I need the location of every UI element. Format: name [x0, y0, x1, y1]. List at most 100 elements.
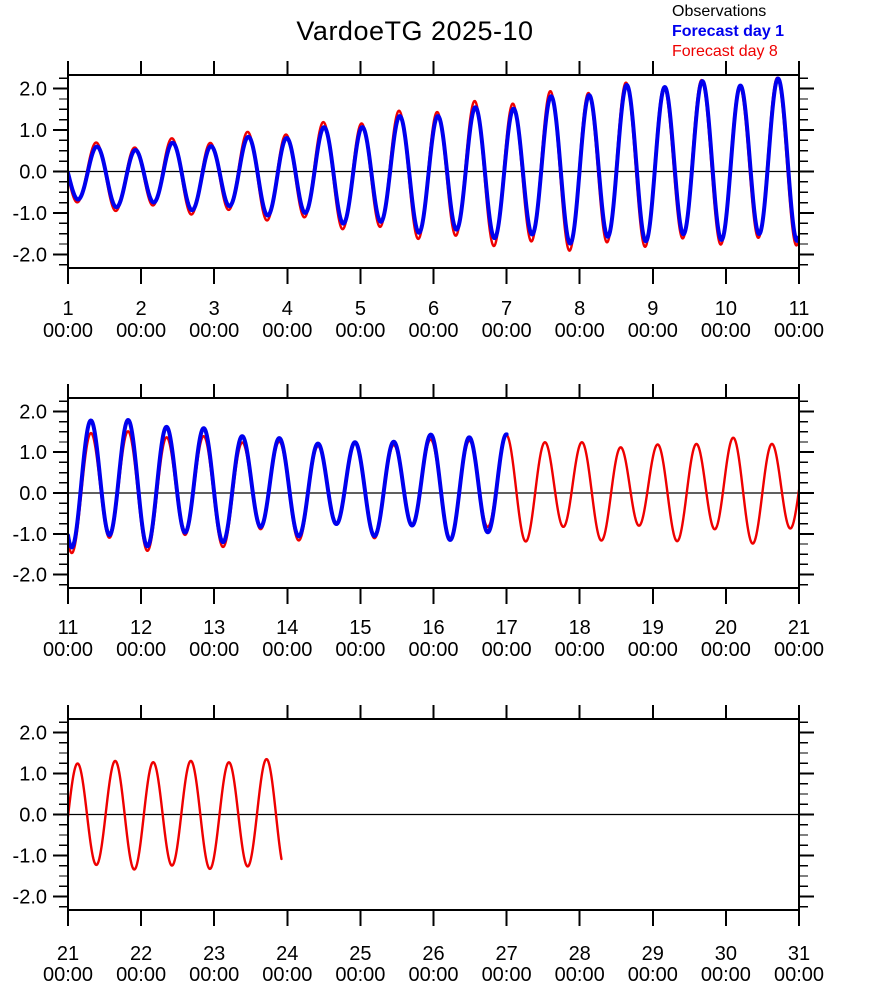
- legend-label: Observations: [672, 3, 767, 20]
- x-tick-day-label: 7: [501, 298, 512, 320]
- x-tick-day-label: 30: [715, 943, 737, 965]
- x-tick-time-label: 00:00: [116, 964, 166, 986]
- panel-1: -2.0-1.00.01.02.0100:00200:00300:00400:0…: [13, 61, 825, 342]
- x-tick-day-label: 13: [203, 617, 225, 639]
- x-tick-day-label: 3: [209, 298, 220, 320]
- x-tick-time-label: 00:00: [774, 639, 824, 661]
- x-tick-time-label: 00:00: [408, 320, 458, 342]
- y-tick-label: -2.0: [13, 244, 47, 266]
- x-tick-time-label: 00:00: [701, 964, 751, 986]
- series-line-forecast-day-8: [68, 757, 283, 871]
- x-tick-day-label: 24: [276, 943, 298, 965]
- x-tick-day-label: 11: [58, 617, 79, 639]
- x-tick-time-label: 00:00: [701, 320, 751, 342]
- x-tick-time-label: 00:00: [262, 964, 312, 986]
- x-tick-time-label: 00:00: [628, 964, 678, 986]
- y-tick-label: -1.0: [13, 845, 47, 867]
- y-tick-label: 1.0: [19, 442, 47, 464]
- x-tick-day-label: 25: [349, 943, 371, 965]
- x-tick-time-label: 00:00: [335, 639, 385, 661]
- axis-ticks: [53, 705, 814, 926]
- legend-label: Forecast day 8: [672, 43, 778, 60]
- x-tick-day-label: 18: [569, 617, 591, 639]
- x-tick-time-label: 00:00: [335, 320, 385, 342]
- x-tick-day-label: 8: [574, 298, 585, 320]
- x-tick-day-label: 4: [282, 298, 293, 320]
- x-tick-time-label: 00:00: [262, 320, 312, 342]
- axis-labels: -2.0-1.00.01.02.01100:001200:001300:0014…: [13, 401, 825, 661]
- x-tick-day-label: 22: [130, 943, 152, 965]
- x-tick-time-label: 00:00: [555, 320, 605, 342]
- y-tick-label: -2.0: [13, 565, 47, 587]
- y-tick-label: 1.0: [19, 764, 47, 786]
- x-tick-day-label: 21: [788, 617, 810, 639]
- x-tick-time-label: 00:00: [408, 639, 458, 661]
- x-tick-time-label: 00:00: [408, 964, 458, 986]
- x-tick-time-label: 00:00: [482, 639, 532, 661]
- panel-3-curves: [68, 757, 283, 871]
- chart-title: VardoeTG 2025-10: [296, 16, 534, 46]
- x-tick-time-label: 00:00: [555, 639, 605, 661]
- legend-label: Forecast day 1: [672, 23, 785, 40]
- x-tick-day-label: 29: [642, 943, 664, 965]
- x-tick-time-label: 00:00: [628, 639, 678, 661]
- x-tick-time-label: 00:00: [262, 639, 312, 661]
- axis-ticks: [53, 61, 814, 284]
- x-tick-day-label: 20: [715, 617, 737, 639]
- x-tick-time-label: 00:00: [43, 964, 93, 986]
- legend-item-forecast-day-8: Forecast day 8: [672, 42, 784, 62]
- y-tick-label: 2.0: [19, 79, 47, 101]
- legend-item-forecast-day-1: Forecast day 1: [672, 22, 784, 42]
- x-tick-day-label: 16: [422, 617, 444, 639]
- x-tick-time-label: 00:00: [43, 639, 93, 661]
- y-tick-label: 2.0: [19, 723, 47, 745]
- y-tick-label: 0.0: [19, 805, 47, 827]
- x-tick-day-label: 31: [788, 943, 810, 965]
- y-tick-label: -1.0: [13, 203, 47, 225]
- x-tick-time-label: 00:00: [116, 639, 166, 661]
- x-tick-day-label: 21: [57, 943, 79, 965]
- y-tick-label: -1.0: [13, 524, 47, 546]
- x-tick-day-label: 9: [647, 298, 658, 320]
- x-tick-day-label: 17: [495, 617, 517, 639]
- x-tick-day-label: 5: [355, 298, 366, 320]
- panel-2-curves: [68, 418, 799, 555]
- x-tick-time-label: 00:00: [482, 320, 532, 342]
- chart-legend: Observations Forecast day 1 Forecast day…: [672, 2, 784, 62]
- x-tick-time-label: 00:00: [555, 964, 605, 986]
- legend-item-observations: Observations: [672, 2, 784, 22]
- x-tick-day-label: 11: [789, 298, 810, 320]
- x-tick-time-label: 00:00: [189, 964, 239, 986]
- y-tick-label: 1.0: [19, 120, 47, 142]
- x-tick-time-label: 00:00: [335, 964, 385, 986]
- panel-3: -2.0-1.00.01.02.02100:002200:002300:0024…: [13, 705, 825, 986]
- x-tick-time-label: 00:00: [774, 964, 824, 986]
- panel-1-curves: [68, 76, 799, 252]
- x-tick-day-label: 28: [569, 943, 591, 965]
- y-tick-label: 2.0: [19, 401, 47, 423]
- series-line-forecast-day-1: [68, 418, 509, 550]
- y-tick-label: 0.0: [19, 162, 47, 184]
- x-tick-day-label: 19: [642, 617, 664, 639]
- x-tick-day-label: 26: [422, 943, 444, 965]
- y-tick-label: -2.0: [13, 886, 47, 908]
- series-line-forecast-day-1: [68, 76, 799, 246]
- x-tick-time-label: 00:00: [774, 320, 824, 342]
- x-tick-day-label: 1: [62, 298, 73, 320]
- x-tick-day-label: 14: [276, 617, 298, 639]
- y-tick-label: 0.0: [19, 483, 47, 505]
- panel-2: -2.0-1.00.01.02.01100:001200:001300:0014…: [13, 384, 825, 661]
- x-tick-day-label: 23: [203, 943, 225, 965]
- x-tick-day-label: 2: [136, 298, 147, 320]
- x-tick-day-label: 6: [428, 298, 439, 320]
- x-tick-time-label: 00:00: [701, 639, 751, 661]
- x-tick-time-label: 00:00: [482, 964, 532, 986]
- x-tick-time-label: 00:00: [628, 320, 678, 342]
- x-tick-day-label: 12: [130, 617, 152, 639]
- x-tick-time-label: 00:00: [43, 320, 93, 342]
- axis-labels: -2.0-1.00.01.02.02100:002200:002300:0024…: [13, 723, 825, 986]
- axis-labels: -2.0-1.00.01.02.0100:00200:00300:00400:0…: [13, 79, 825, 342]
- axis-ticks: [53, 384, 814, 604]
- x-tick-day-label: 27: [495, 943, 517, 965]
